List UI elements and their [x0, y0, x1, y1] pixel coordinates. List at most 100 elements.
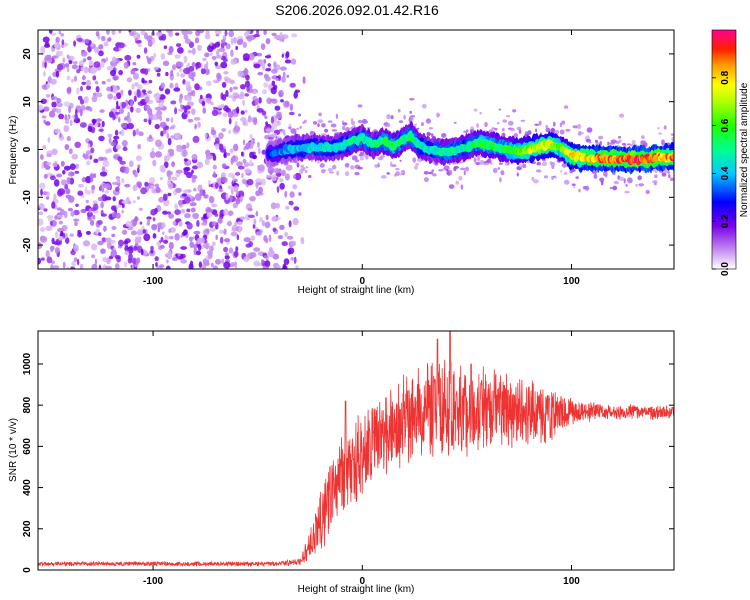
ridge-halo [414, 123, 417, 126]
noise-speckle [214, 61, 219, 67]
ridge-halo [497, 167, 501, 170]
noise-speckle [44, 54, 52, 61]
noise-speckle [204, 33, 211, 40]
noise-speckle [164, 234, 168, 241]
noise-speckle [85, 230, 91, 235]
noise-speckle [133, 95, 137, 102]
noise-speckle [223, 228, 227, 235]
noise-speckle [76, 69, 81, 74]
ridge-halo [516, 126, 522, 130]
noise-speckle [202, 57, 207, 62]
noise-speckle [242, 121, 247, 126]
noise-speckle [170, 100, 177, 105]
noise-speckle [133, 171, 138, 178]
noise-speckle [271, 32, 277, 37]
noise-speckle [115, 105, 121, 110]
ridge-halo [374, 164, 379, 168]
noise-speckle [188, 41, 194, 48]
noise-speckle [48, 110, 56, 118]
ridge-halo [395, 171, 400, 177]
noise-speckle [162, 60, 170, 67]
noise-speckle [98, 156, 104, 161]
ridge-halo [300, 164, 305, 168]
noise-speckle [186, 222, 193, 230]
noise-speckle [271, 123, 277, 130]
noise-speckle [178, 108, 184, 112]
noise-speckle [130, 99, 134, 107]
noise-speckle [279, 66, 287, 71]
noise-speckle [136, 230, 143, 236]
ridge-halo [667, 171, 671, 174]
noise-speckle [245, 142, 251, 150]
ridge-halo [545, 127, 551, 133]
noise-speckle [140, 30, 146, 36]
noise-speckle [126, 77, 133, 83]
ridge-halo [421, 103, 427, 109]
noise-speckle [265, 214, 269, 221]
noise-speckle [288, 111, 295, 116]
noise-speckle [168, 45, 174, 54]
noise-speckle [196, 250, 201, 256]
noise-speckle [141, 77, 145, 84]
noise-speckle [246, 30, 251, 34]
noise-speckle [165, 117, 170, 122]
ridge-halo [518, 164, 524, 168]
noise-speckle [88, 60, 94, 67]
noise-speckle [101, 80, 106, 85]
noise-speckle [253, 63, 261, 69]
ridge-halo [331, 129, 338, 132]
ridge-halo [578, 188, 581, 193]
noise-speckle [54, 247, 60, 254]
ridge-halo [663, 125, 667, 130]
noise-speckle [232, 86, 238, 90]
ridge-halo [362, 153, 367, 157]
noise-speckle [133, 245, 138, 251]
noise-speckle [192, 135, 200, 143]
noise-speckle [110, 249, 118, 258]
noise-speckle [223, 152, 226, 158]
noise-speckle [215, 142, 220, 150]
noise-speckle [79, 122, 87, 128]
noise-speckle [71, 64, 78, 70]
noise-speckle [284, 173, 290, 181]
noise-speckle [72, 61, 78, 65]
ridge-halo [330, 123, 337, 128]
noise-speckle [135, 155, 142, 162]
noise-speckle [163, 45, 168, 50]
noise-speckle [176, 144, 183, 149]
noise-speckle [131, 83, 135, 90]
noise-speckle [169, 82, 174, 89]
noise-speckle [235, 46, 239, 50]
noise-speckle [63, 165, 71, 171]
noise-speckle [183, 34, 189, 40]
noise-speckle [215, 234, 218, 240]
noise-speckle [257, 71, 264, 76]
noise-speckle [169, 126, 175, 130]
noise-speckle [251, 155, 257, 159]
ridge-halo [377, 162, 380, 168]
noise-speckle [114, 129, 119, 136]
ridge-halo [293, 174, 296, 180]
noise-speckle [213, 106, 217, 110]
ridge-halo [573, 186, 576, 189]
noise-speckle [242, 41, 247, 49]
noise-speckle [46, 162, 52, 166]
noise-speckle [191, 108, 196, 115]
noise-speckle [44, 61, 47, 69]
noise-speckle [78, 60, 84, 67]
y-tick-label: 0 [22, 146, 33, 152]
ridge-halo [522, 163, 527, 169]
noise-speckle [67, 207, 73, 212]
noise-speckle [206, 250, 213, 255]
noise-speckle [94, 46, 100, 54]
ridge-halo [520, 119, 526, 122]
ridge-halo [499, 177, 502, 183]
noise-speckle [73, 75, 78, 82]
ridge-halo [595, 139, 598, 143]
noise-speckle [45, 94, 51, 98]
noise-speckle [218, 188, 224, 193]
noise-speckle [290, 257, 294, 261]
noise-speckle [234, 221, 238, 227]
noise-speckle [293, 206, 300, 211]
noise-speckle [87, 143, 91, 149]
